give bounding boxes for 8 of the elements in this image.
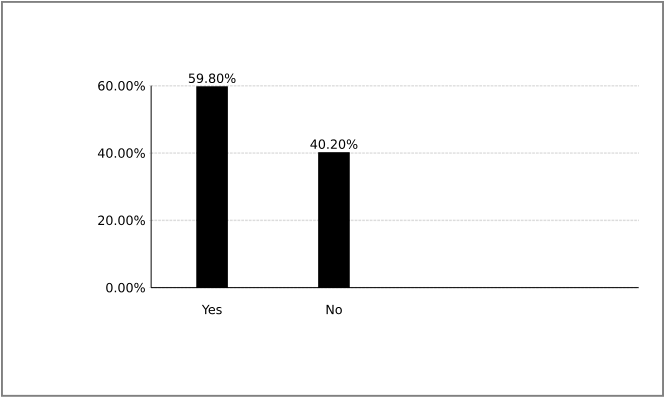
y-tick-label: 40.00% <box>98 148 145 158</box>
y-tick-label: 0.00% <box>106 282 145 293</box>
data-label: 40.20% <box>310 139 358 150</box>
y-tick-label: 60.00% <box>98 81 145 91</box>
y-tick-label: 20.00% <box>98 216 145 226</box>
x-tick-label: Yes <box>202 304 222 314</box>
x-tick-label: No <box>326 304 342 314</box>
data-label: 59.80% <box>188 74 236 84</box>
